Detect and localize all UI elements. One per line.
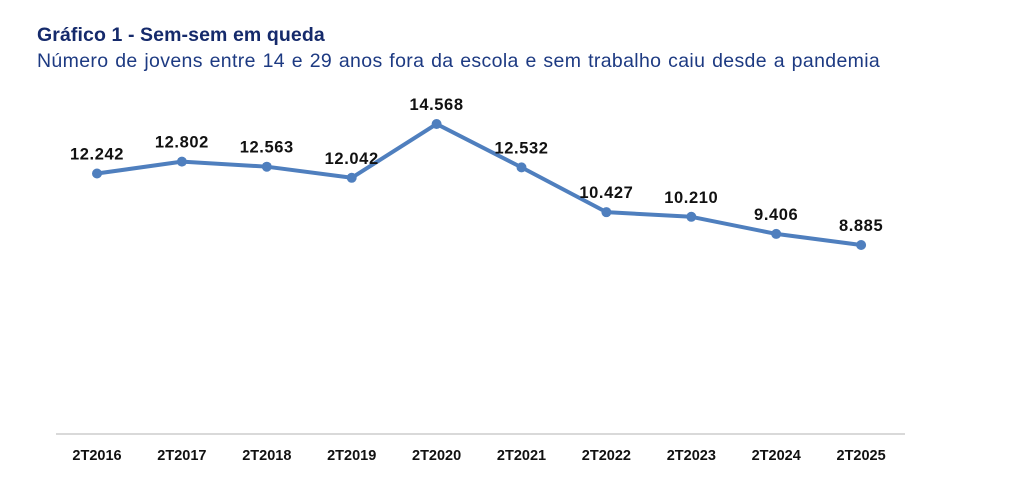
data-label: 12.532: [494, 139, 548, 157]
x-tick-label: 2T2023: [667, 448, 716, 464]
data-points: [92, 119, 867, 250]
data-point: [431, 119, 442, 129]
x-tick-label: 2T2022: [582, 448, 631, 464]
x-tick-label: 2T2025: [837, 448, 886, 464]
data-label: 12.802: [155, 134, 209, 152]
chart-subtitle: Número de jovens entre 14 e 29 anos fora…: [37, 50, 881, 72]
x-axis-tick-labels: 2T2016 2T2017 2T2018 2T2019 2T2020 2T2021 2T20…: [72, 448, 885, 464]
chart-title: Gráfico 1 - Sem-sem em queda: [37, 24, 325, 46]
data-label: 9.406: [754, 206, 798, 224]
data-label: 8.885: [839, 217, 883, 235]
data-point: [856, 240, 867, 250]
data-point: [686, 211, 697, 222]
x-tick-label: 2T2018: [242, 448, 291, 464]
data-point: [346, 172, 357, 183]
data-label: 12.242: [70, 146, 124, 164]
data-point: [176, 156, 187, 167]
data-label: 12.042: [325, 150, 379, 168]
data-label: 10.210: [664, 189, 718, 207]
data-labels: 12.242 12.802 12.563 12.042 14.568 12.532 10.4…: [70, 96, 883, 235]
data-label: 14.568: [410, 96, 464, 114]
x-tick-label: 2T2024: [752, 448, 801, 464]
series-line: [95, 122, 864, 247]
data-label: 10.427: [579, 184, 633, 202]
data-point: [516, 162, 527, 173]
x-tick-label: 2T2019: [327, 448, 376, 464]
x-tick-label: 2T2016: [72, 448, 121, 464]
x-tick-label: 2T2017: [157, 448, 206, 464]
data-point: [261, 161, 272, 172]
data-label: 12.563: [240, 139, 294, 157]
x-tick-label: 2T2021: [497, 448, 546, 464]
data-point: [601, 207, 612, 218]
x-tick-label: 2T2020: [412, 448, 461, 464]
data-point: [92, 168, 102, 179]
data-point: [771, 228, 782, 239]
